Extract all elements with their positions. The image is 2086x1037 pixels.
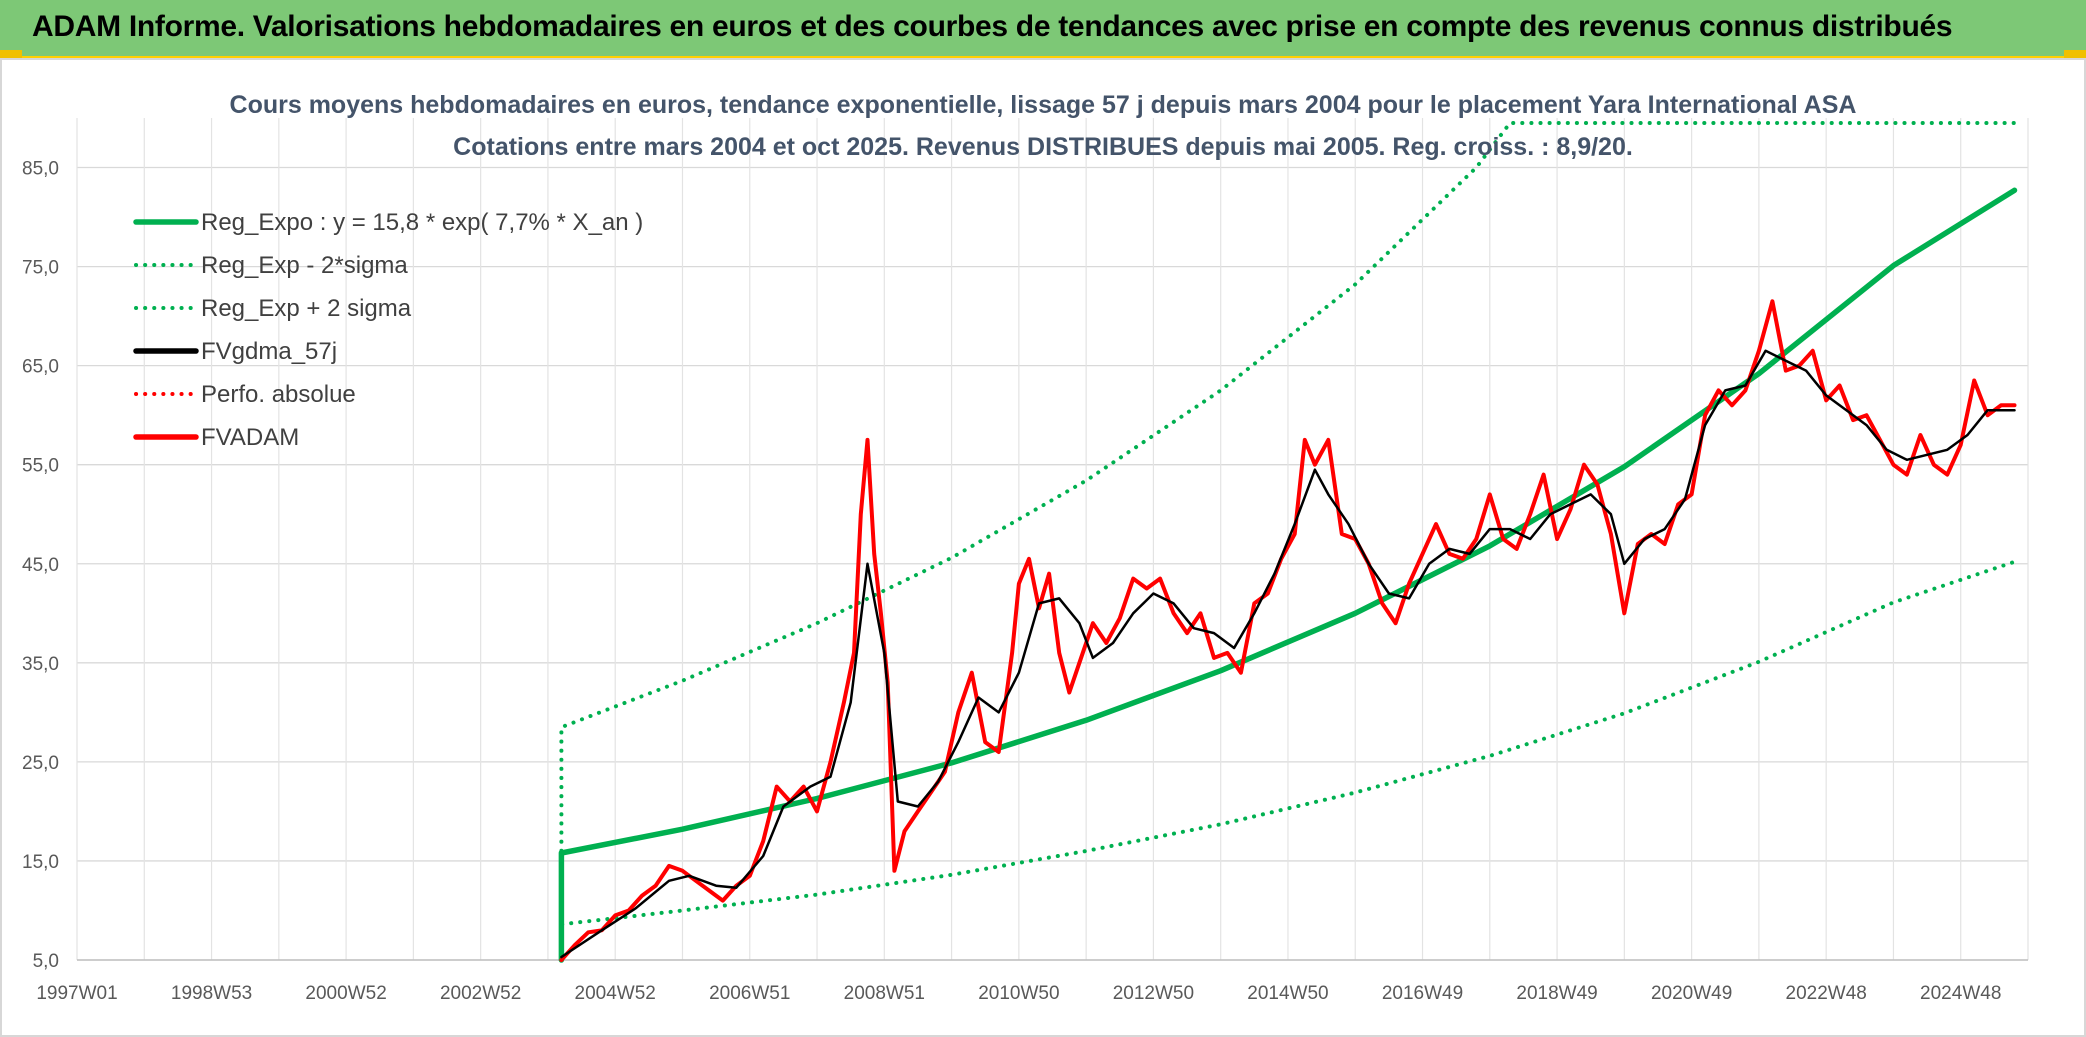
x-tick-label: 2012W50 — [1113, 983, 1194, 1004]
y-tick-label: 5,0 — [33, 951, 59, 972]
legend-label-0: Reg_Expo : y = 15,8 * exp( 7,7% * X_an ) — [201, 209, 643, 236]
x-tick-label: 2006W51 — [709, 983, 790, 1004]
x-tick-label: 2010W50 — [978, 983, 1059, 1004]
series-lines — [558, 121, 2018, 963]
y-tick-label: 75,0 — [22, 258, 59, 279]
chart-subtitle: Cotations entre mars 2004 et oct 2025. R… — [453, 133, 1633, 161]
x-tick-label: 2020W49 — [1651, 983, 1732, 1004]
x-tick-label: 1998W53 — [171, 983, 252, 1004]
header-bar: ADAM Informe. Valorisations hebdomadaire… — [0, 0, 2086, 58]
legend-label-3: FVgdma_57j — [201, 338, 337, 365]
y-tick-label: 15,0 — [22, 852, 59, 873]
x-axis-ticks: 1997W01 1998W53 2000W52 2002W52 2004W52 2006W… — [36, 983, 2001, 1004]
series-line-5 — [559, 299, 2017, 962]
y-tick-label: 85,0 — [22, 159, 59, 180]
x-tick-label: 2014W50 — [1247, 983, 1328, 1004]
x-tick-label: 2016W49 — [1382, 983, 1463, 1004]
y-tick-label: 65,0 — [22, 357, 59, 378]
series-line-1 — [559, 559, 2017, 962]
corner-marker-left — [0, 50, 22, 60]
x-tick-label: 2004W52 — [575, 983, 656, 1004]
x-tick-label: 2018W49 — [1516, 983, 1597, 1004]
header-title: ADAM Informe. Valorisations hebdomadaire… — [32, 10, 1953, 43]
y-tick-label: 35,0 — [22, 654, 59, 675]
chart-frame — [0, 58, 2086, 1037]
legend: Reg_Expo : y = 15,8 * exp( 7,7% * X_an )… — [133, 209, 643, 451]
legend-label-1: Reg_Exp - 2*sigma — [201, 252, 408, 279]
y-axis-ticks: 5,0 15,0 25,0 35,0 45,0 55,0 65,0 75,0 85,0 — [22, 159, 59, 972]
x-tick-label: 2002W52 — [440, 983, 521, 1004]
series-line-2 — [559, 121, 2017, 962]
legend-label-2: Reg_Exp + 2 sigma — [201, 295, 412, 322]
y-tick-label: 55,0 — [22, 456, 59, 477]
series-line-0 — [558, 187, 2018, 963]
x-tick-label: 2000W52 — [305, 983, 386, 1004]
x-tick-label: 2024W48 — [1920, 983, 2001, 1004]
corner-marker-right — [2064, 50, 2086, 60]
y-tick-label: 25,0 — [22, 753, 59, 774]
chart-title: Cours moyens hebdomadaires en euros, ten… — [230, 91, 1857, 119]
x-tick-label: 2022W48 — [1786, 983, 1867, 1004]
series-line-3 — [560, 349, 2016, 959]
y-tick-label: 45,0 — [22, 555, 59, 576]
gridlines — [76, 118, 2029, 961]
x-tick-label: 1997W01 — [36, 983, 117, 1004]
legend-label-5: FVADAM — [201, 424, 299, 451]
x-tick-label: 2008W51 — [844, 983, 925, 1004]
legend-label-4: Perfo. absolue — [201, 381, 356, 408]
